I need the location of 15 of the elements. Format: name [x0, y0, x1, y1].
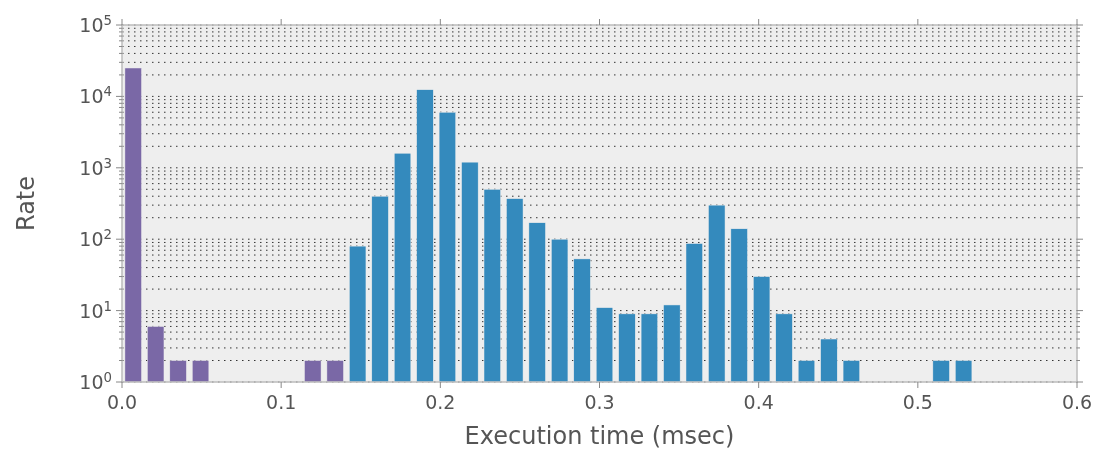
y-tick-label: 10$^{0}$	[79, 369, 112, 393]
x-tick-label: 0.6	[1061, 391, 1093, 413]
x-tick-label: 0.4	[743, 391, 774, 413]
x-tick-label: 0.5	[902, 391, 933, 413]
y-tick-label: 10$^{2}$	[79, 226, 112, 251]
y-tick-label: 10$^{3}$	[79, 155, 112, 179]
x-tick-label: 0.2	[425, 391, 456, 413]
y-axis-title: Rate	[12, 175, 40, 232]
x-tick-label: 0.1	[266, 391, 297, 413]
x-axis-title: Execution time (msec)	[464, 422, 735, 450]
y-tick-label: 10$^{4}$	[79, 83, 112, 108]
y-tick-label: 10$^{1}$	[79, 298, 112, 322]
x-tick-label: 0.3	[584, 391, 615, 413]
x-tick-label: 0.0	[106, 391, 138, 413]
y-tick-label: 10$^{5}$	[79, 12, 112, 36]
